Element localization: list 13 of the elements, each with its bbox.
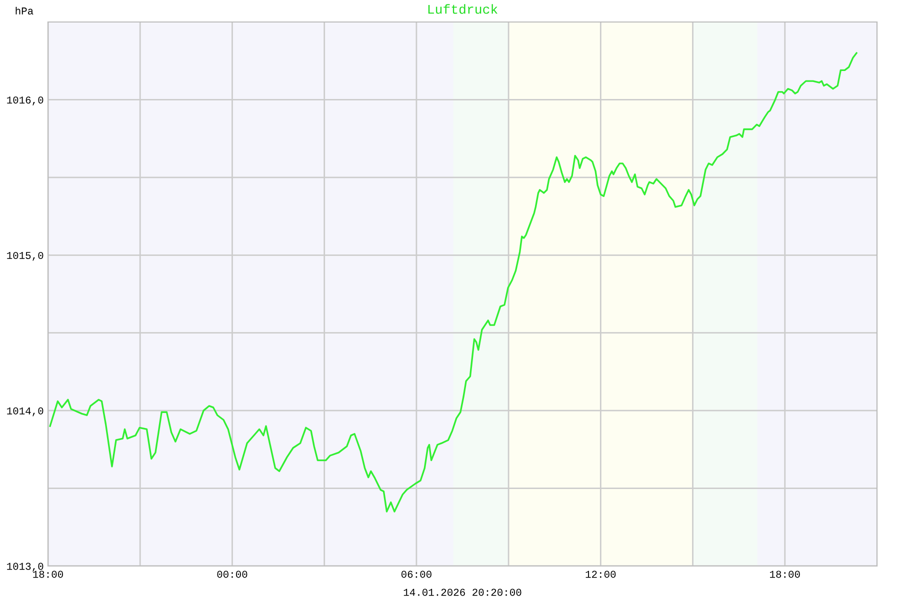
y-tick-label: 1016,0 <box>7 96 44 106</box>
x-tick-label: 12:00 <box>586 570 616 578</box>
y-axis-title: hPa <box>16 6 34 14</box>
x-axis-title: 14.01.2026 20:20:00 <box>404 588 522 596</box>
y-tick-label: 1015,0 <box>7 252 44 261</box>
y-tick-label: 1013,0 <box>7 562 44 572</box>
x-tick-label: 18:00 <box>33 570 63 578</box>
x-tick-label: 18:00 <box>770 570 800 578</box>
line-series <box>49 52 858 512</box>
y-tick-label: 1014,0 <box>7 407 44 416</box>
x-tick-label: 00:00 <box>217 570 248 578</box>
chart-title: Luftdruck <box>428 4 498 14</box>
x-tick-label: 06:00 <box>401 570 432 578</box>
